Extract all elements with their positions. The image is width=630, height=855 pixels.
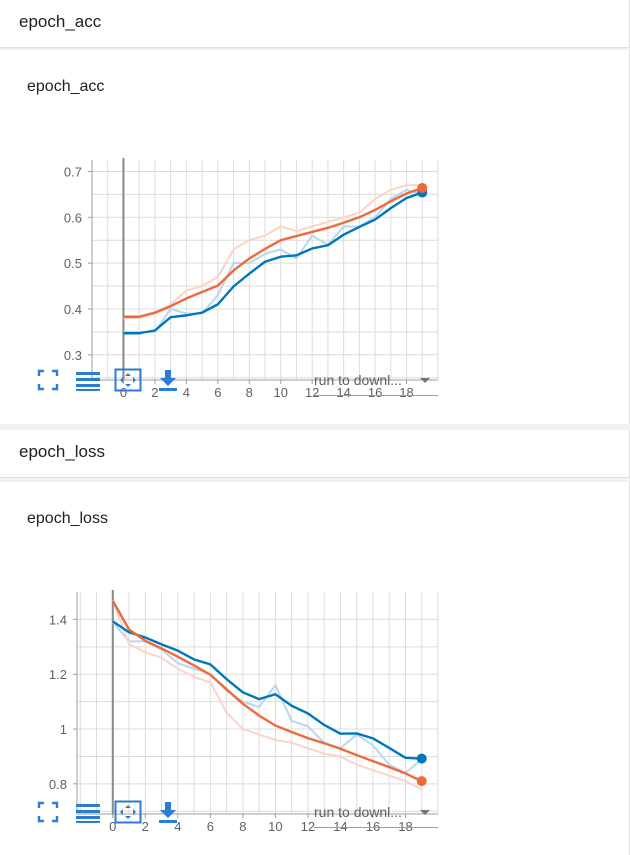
series-raw-line [123, 188, 423, 333]
fit-domain-button[interactable] [114, 368, 142, 392]
series-raw-line [123, 184, 423, 320]
x-tick-label: 0 [120, 385, 127, 400]
section-title: epoch_loss [19, 442, 106, 461]
section-title: epoch_acc [19, 12, 102, 31]
x-tick-label: 4 [174, 819, 181, 834]
fit-domain-button[interactable] [114, 800, 142, 824]
y-tick-label: 0.4 [64, 302, 82, 317]
x-tick-label: 16 [366, 819, 380, 834]
fullscreen-button[interactable] [36, 800, 60, 824]
series-end-point [417, 182, 428, 193]
download-icon [159, 370, 177, 391]
toggle-y-log-scale-button[interactable] [74, 800, 102, 824]
x-tick-label: 2 [151, 385, 158, 400]
y-tick-label: 0.8 [49, 777, 67, 792]
section-header-epoch-loss[interactable]: epoch_loss [0, 430, 630, 478]
toggle-y-log-scale-button[interactable] [74, 368, 102, 392]
x-tick-label: 18 [398, 819, 412, 834]
y-tick-label: 0.6 [64, 210, 82, 225]
x-tick-label: 8 [239, 819, 246, 834]
run-download-select[interactable]: run to downl... [314, 369, 438, 396]
run-select-label: run to downl... [314, 804, 402, 820]
toggle-log-scale-icon [76, 804, 100, 823]
section-header-epoch-acc[interactable]: epoch_acc [0, 0, 630, 48]
fullscreen-button[interactable] [36, 368, 60, 392]
chevron-down-icon [420, 810, 430, 815]
x-tick-label: 12 [301, 819, 315, 834]
card-title: epoch_acc [27, 78, 105, 95]
fullscreen-icon [37, 801, 59, 823]
x-tick-label: 8 [246, 385, 253, 400]
series-line [112, 620, 422, 760]
series-line [123, 191, 423, 335]
series-end-point [416, 776, 427, 787]
chart-card-epoch-loss: epoch_loss 0 2 4 6 8 10 12 14 16 18 0.8 1 1.2 1.4 [0, 482, 630, 855]
epoch-acc-chart[interactable]: 0 2 4 6 8 10 12 14 16 18 0.3 0.4 0.5 0.6 0.7 [0, 100, 630, 420]
chevron-down-icon [420, 378, 430, 383]
y-tick-label: 0.3 [64, 348, 82, 363]
x-tick-label: 12 [305, 385, 319, 400]
series-line [111, 600, 423, 783]
x-tick-label: 0 [109, 819, 116, 834]
fit-domain-icon [114, 368, 142, 392]
download-button[interactable] [156, 800, 180, 824]
x-tick-label: 10 [273, 385, 287, 400]
x-tick-label: 16 [368, 385, 382, 400]
epoch-loss-chart[interactable]: 0 2 4 6 8 10 12 14 16 18 0.8 1 1.2 1.4 [0, 532, 630, 852]
run-select-label: run to downl... [314, 372, 402, 388]
x-tick-label: 4 [183, 385, 190, 400]
x-tick-label: 14 [336, 385, 350, 400]
x-tick-label: 18 [399, 385, 413, 400]
x-tick-label: 6 [207, 819, 214, 834]
x-tick-label: 6 [214, 385, 221, 400]
fullscreen-icon [37, 369, 59, 391]
y-tick-label: 1.2 [49, 667, 67, 682]
fit-domain-icon [114, 800, 142, 824]
run-download-select[interactable]: run to downl... [314, 801, 438, 828]
toggle-log-scale-icon [76, 372, 100, 391]
series-end-point [416, 753, 427, 764]
x-tick-label: 14 [333, 819, 347, 834]
grid [77, 592, 439, 814]
y-tick-label: 1.4 [49, 612, 67, 627]
series-line [123, 186, 423, 318]
y-tick-label: 1 [60, 722, 67, 737]
y-tick-label: 0.5 [64, 256, 82, 271]
download-button[interactable] [156, 368, 180, 392]
y-tick-label: 0.7 [64, 164, 82, 179]
x-tick-label: 2 [142, 819, 149, 834]
chart-card-epoch-acc: epoch_acc 0 2 4 6 8 10 12 14 16 18 0.3 0.4 0.5 0.6 0.7 [0, 50, 630, 424]
download-icon [159, 802, 177, 823]
card-title: epoch_loss [27, 510, 108, 527]
x-tick-label: 10 [268, 819, 282, 834]
series-raw-line [111, 599, 423, 791]
grid [91, 160, 439, 380]
